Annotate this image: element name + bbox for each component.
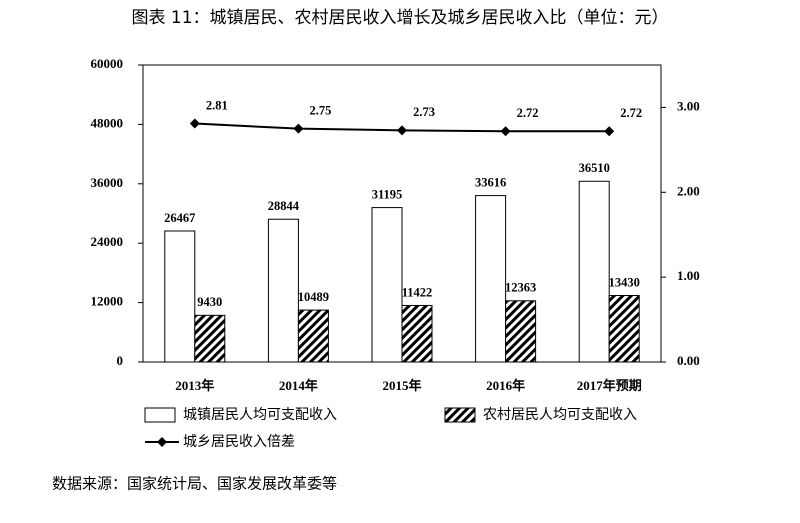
bar	[267, 218, 299, 363]
x-tick-label: 2013年	[175, 378, 214, 393]
data-label: 13430	[609, 275, 640, 289]
legend-label: 城乡居民收入倍差	[183, 434, 295, 450]
data-label: 2.72	[620, 106, 642, 120]
legend-swatch	[144, 407, 176, 423]
data-label: 9430	[197, 295, 222, 309]
bar	[505, 300, 537, 363]
y2-tick-label: 3.00	[677, 98, 700, 113]
y2-tick-label: 2.00	[677, 183, 700, 198]
y-tick-label: 36000	[91, 175, 124, 190]
x-tick-label: 2016年	[486, 378, 525, 393]
y2-tick-label: 1.00	[677, 268, 700, 283]
bar	[297, 309, 329, 363]
y-tick-label: 0	[117, 353, 124, 368]
data-label: 2.73	[413, 105, 435, 119]
data-label: 11422	[402, 285, 433, 299]
bar	[475, 195, 507, 363]
data-label: 2.75	[309, 104, 331, 118]
y-tick-label: 24000	[91, 234, 124, 249]
y-tick-label: 60000	[91, 56, 124, 71]
source: 数据来源：国家统计局、国家发展改革委等	[52, 475, 337, 493]
y2-tick-label: 0.00	[677, 353, 700, 368]
chart-title: 图表 11：城镇居民、农村居民收入增长及城乡居民收入比（单位：元）	[131, 8, 668, 28]
legend-label: 农村居民人均可支配收入	[483, 407, 637, 423]
data-label: 10489	[298, 290, 329, 304]
marker	[500, 126, 511, 137]
data-label: 26467	[164, 211, 195, 225]
data-label: 31195	[372, 187, 403, 201]
x-tick-label: 2015年	[382, 378, 421, 393]
data-label: 12363	[505, 281, 536, 295]
marker	[604, 126, 615, 137]
bar	[371, 207, 403, 363]
marker	[189, 118, 200, 129]
legend-label: 城镇居民人均可支配收入	[183, 407, 337, 423]
x-tick-label: 2014年	[279, 378, 318, 393]
bar	[164, 230, 196, 363]
data-label: 28844	[268, 199, 300, 213]
data-label: 36510	[579, 161, 610, 175]
y-tick-label: 48000	[91, 115, 124, 130]
legend-marker	[157, 437, 167, 447]
x-tick-label: 2017年预期	[577, 378, 642, 393]
bar	[401, 304, 433, 363]
marker	[293, 123, 304, 134]
data-label: 33616	[475, 175, 506, 189]
data-label: 2.81	[206, 98, 228, 112]
bar	[578, 180, 610, 363]
bar	[194, 314, 226, 363]
marker	[397, 125, 407, 136]
data-label: 2.72	[517, 106, 539, 120]
bar	[608, 295, 640, 363]
y-tick-label: 12000	[91, 294, 124, 309]
legend-swatch	[444, 407, 476, 423]
